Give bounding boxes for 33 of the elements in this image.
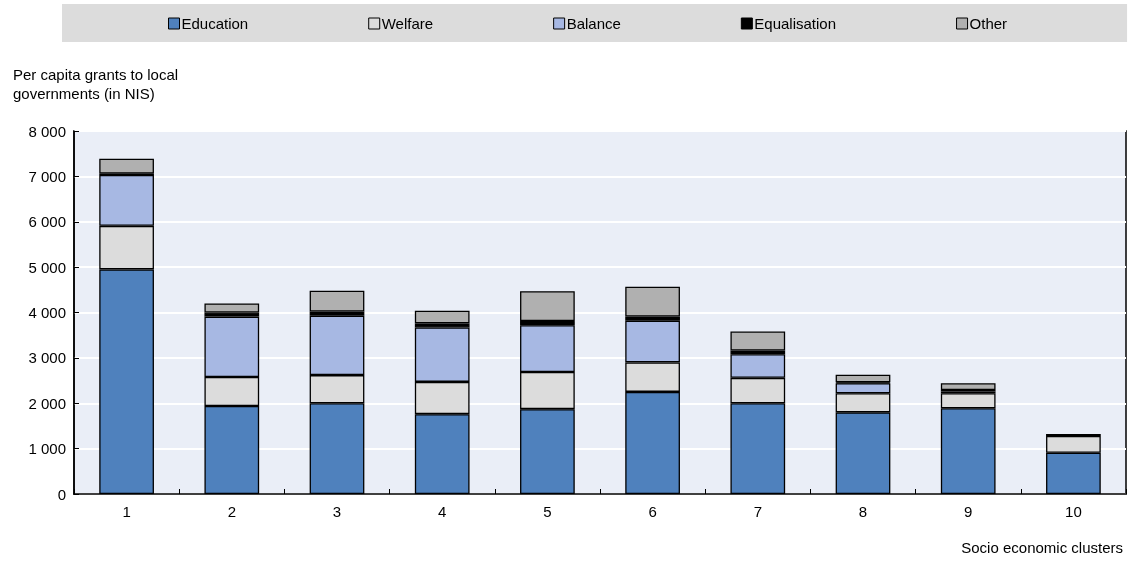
legend-label: Balance — [566, 15, 621, 32]
legend-label: Education — [181, 15, 249, 32]
y-tick-label: 2 000 — [28, 394, 66, 412]
bar — [625, 286, 680, 317]
bar — [730, 331, 786, 351]
x-tick-label: 4 — [438, 503, 447, 520]
y-tick-label: 0 — [57, 485, 66, 503]
bar — [309, 290, 365, 312]
x-tick-label: 5 — [543, 503, 552, 520]
bar — [204, 303, 260, 313]
x-tick-label: 6 — [648, 503, 657, 520]
legend-label: Other — [969, 15, 1008, 32]
y-tick-label: 3 000 — [28, 349, 66, 367]
y-axis-title: Per capita grants to local governments (in NIS) — [13, 66, 183, 102]
x-tick-label: 8 — [858, 503, 868, 520]
y-tick-label: 8 000 — [28, 122, 66, 140]
y-tick-label: 1 000 — [28, 440, 66, 458]
y-tick-label: 5 000 — [28, 258, 66, 276]
x-tick-label: 2 — [227, 503, 236, 520]
bar — [520, 291, 575, 322]
x-axis-title: Socio economic clusters — [961, 539, 1123, 556]
x-tick-label: 1 — [122, 503, 131, 520]
bar — [940, 383, 996, 391]
x-tick-label: 7 — [753, 503, 762, 520]
x-tick-label: 10 — [1065, 503, 1082, 520]
x-tick-label: 3 — [332, 503, 342, 520]
x-tick-label: 9 — [964, 503, 973, 520]
y-tick-label: 7 000 — [28, 167, 66, 185]
y-tick-label: 6 000 — [28, 213, 66, 231]
legend-label: Welfare — [381, 15, 434, 32]
y-tick-label: 4 000 — [28, 304, 66, 321]
legend-label: Equalisation — [754, 15, 837, 32]
bar — [414, 310, 470, 324]
